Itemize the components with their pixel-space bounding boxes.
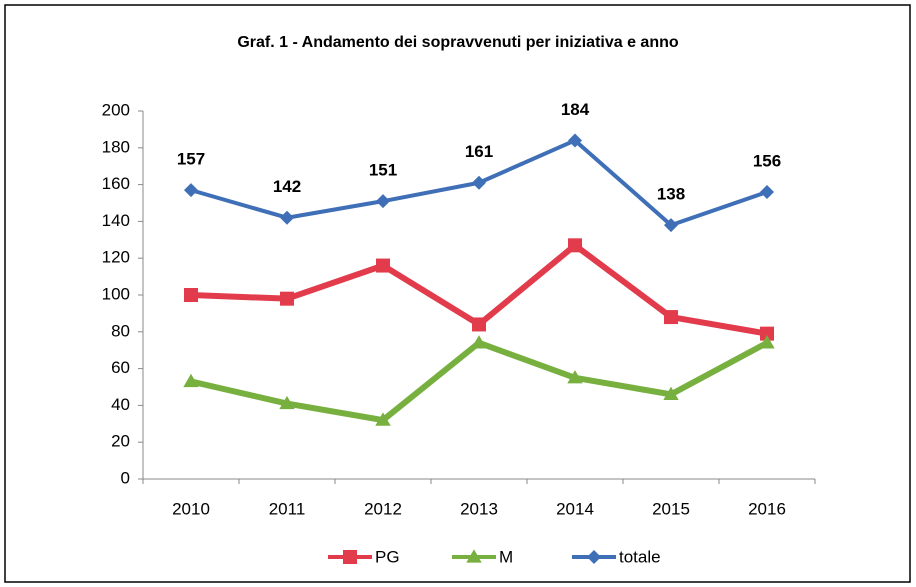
- y-tick-label: 60: [111, 358, 130, 377]
- marker: [343, 550, 357, 564]
- marker: [472, 175, 486, 190]
- x-tick-label: 2010: [172, 499, 210, 518]
- y-tick-label: 140: [102, 211, 130, 230]
- marker: [663, 386, 679, 400]
- marker: [472, 317, 486, 332]
- y-tick-label: 20: [111, 432, 130, 451]
- x-tick-label: 2011: [269, 499, 306, 518]
- marker: [375, 412, 391, 426]
- marker: [568, 238, 582, 253]
- marker: [760, 326, 774, 341]
- marker: [280, 210, 294, 225]
- chart-border: [4, 4, 911, 583]
- y-tick-label: 160: [102, 174, 130, 193]
- data-label: 138: [657, 185, 685, 204]
- marker: [184, 183, 198, 198]
- data-label: 157: [177, 150, 205, 169]
- marker: [280, 291, 294, 306]
- data-label: 151: [369, 161, 397, 180]
- marker: [184, 288, 198, 302]
- y-tick-label: 180: [102, 137, 130, 156]
- marker: [664, 218, 678, 233]
- marker: [760, 184, 774, 199]
- y-tick-label: 80: [111, 321, 130, 340]
- x-tick-label: 2014: [556, 499, 594, 518]
- marker: [759, 335, 775, 349]
- marker: [664, 310, 678, 325]
- legend-label: PG: [375, 547, 400, 566]
- y-tick-label: 100: [102, 284, 130, 303]
- y-tick-label: 200: [102, 100, 130, 119]
- x-tick-label: 2013: [460, 499, 498, 518]
- marker: [279, 395, 295, 410]
- x-tick-label: 2012: [364, 499, 402, 518]
- marker: [183, 373, 199, 388]
- x-tick-label: 2015: [652, 499, 690, 518]
- marker: [568, 133, 582, 148]
- data-label: 142: [273, 177, 301, 196]
- data-label: 184: [561, 100, 590, 119]
- legend-label: M: [499, 547, 513, 566]
- marker: [466, 549, 482, 563]
- data-label: 161: [465, 142, 493, 161]
- marker: [567, 370, 583, 384]
- chart-title: Graf. 1 - Andamento dei sopravvenuti per…: [237, 34, 679, 51]
- legend-label: totale: [619, 547, 661, 566]
- x-tick-label: 2016: [748, 499, 786, 518]
- y-tick-label: 0: [121, 468, 130, 487]
- marker: [587, 550, 601, 564]
- data-label: 156: [753, 151, 781, 170]
- y-tick-label: 40: [111, 395, 130, 414]
- marker: [471, 335, 487, 349]
- y-tick-label: 120: [102, 248, 130, 267]
- marker: [376, 194, 390, 209]
- marker: [376, 258, 390, 273]
